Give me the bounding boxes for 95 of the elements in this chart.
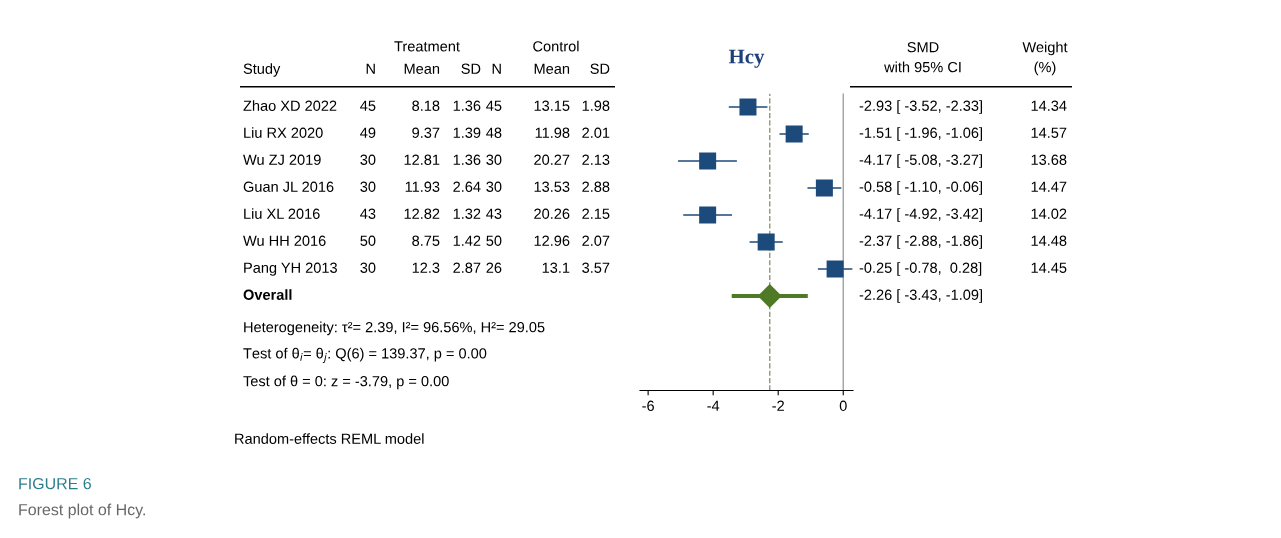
- text: 2.88: [582, 181, 610, 192]
- text: 1.32: [453, 208, 481, 219]
- text: 14.48: [1031, 235, 1067, 246]
- text: 43: [486, 208, 502, 219]
- text: Heterogeneity: τ²= 2.39, I²= 96.56%, H²= 29.05: [244, 321, 545, 336]
- text: -2.26 [ -3.43, -1.09]: [859, 289, 982, 303]
- category-label: SD: [590, 63, 610, 74]
- text: 14.47: [1031, 181, 1067, 192]
- text: 2.15: [582, 208, 610, 219]
- category-label: Overall: [243, 289, 292, 300]
- text: Test of θ = 0: z = -3.79, p = 0.00: [243, 375, 449, 390]
- text: Test of θ$_{i}$= θ$_{j}$: Q(6) = 139.37, p = 0.00: [243, 347, 487, 363]
- category-label: Zhao XD 2022: [243, 100, 337, 111]
- point: [699, 152, 717, 170]
- point: [757, 233, 775, 251]
- text: 3.57: [582, 262, 610, 273]
- category-label: Liu XL 2016: [244, 208, 320, 219]
- category-label: Liu RX 2020: [244, 127, 323, 138]
- text: -2.37 [ -2.88, -1.86]: [859, 235, 982, 249]
- text: 1.42: [453, 235, 481, 246]
- text: 14.02: [1031, 208, 1067, 219]
- text: -2.93 [ -3.52, -2.33]: [859, 100, 982, 114]
- text: 2.13: [582, 154, 610, 165]
- category-label: Weight (%): [1022, 41, 1068, 76]
- text: 30: [360, 262, 376, 273]
- text: 13.53: [534, 181, 570, 192]
- category-label: SMD with 95% CI: [884, 42, 961, 73]
- x-tick-label: -6: [642, 400, 654, 411]
- text: 50: [360, 235, 376, 246]
- category-label: Wu ZJ 2019: [243, 154, 321, 165]
- text: 30: [486, 154, 502, 165]
- point: [699, 206, 717, 224]
- point: [815, 179, 833, 197]
- text: -4.17 [ -5.08, -3.27]: [859, 154, 982, 168]
- text: -0.25 [ -0.78, 0.28]: [859, 262, 982, 276]
- category-label: Mean: [404, 63, 440, 74]
- category-label: N: [492, 63, 501, 74]
- text: 12.96: [534, 235, 570, 246]
- caption: FIGURE 6: [19, 477, 91, 490]
- text: Random-effects REML model: [235, 433, 424, 444]
- category-label: Mean: [534, 63, 570, 74]
- text: 48: [486, 127, 502, 138]
- text: 45: [486, 100, 502, 111]
- text: 26: [486, 262, 502, 273]
- text: 43: [360, 208, 376, 219]
- text: 13.1: [542, 262, 570, 273]
- text: -1.51 [ -1.96, -1.06]: [859, 127, 982, 141]
- x-tick-label: -2: [772, 400, 784, 411]
- text: 2.64: [453, 181, 481, 192]
- text: 13.68: [1031, 154, 1067, 165]
- text: Control: [533, 40, 579, 52]
- text: Forest plot of Hcy.: [19, 503, 145, 519]
- text: -4.17 [ -4.92, -3.42]: [859, 208, 982, 222]
- text: 1.36: [453, 154, 481, 165]
- text: 30: [486, 181, 502, 192]
- text: 12.3: [412, 262, 440, 273]
- text: Study: [243, 63, 281, 77]
- text: 11.93: [405, 181, 440, 192]
- text: 11.98: [535, 127, 570, 138]
- text: 49: [360, 127, 376, 138]
- point: [785, 125, 803, 143]
- text: 1.36: [453, 100, 481, 111]
- text: 13.15: [534, 100, 570, 111]
- text: 50: [486, 235, 502, 246]
- text: 1.98: [582, 100, 610, 111]
- category-label: Pang YH 2013: [244, 262, 337, 276]
- text: 12.81: [404, 154, 440, 165]
- text: 20.27: [534, 154, 570, 165]
- point: [757, 283, 782, 309]
- text: 30: [360, 181, 376, 192]
- text: Treatment: [394, 41, 460, 52]
- chart-title: Hcy: [728, 49, 765, 68]
- category-label: Wu HH 2016: [243, 235, 326, 246]
- text: 20.26: [534, 208, 570, 219]
- text: 2.87: [453, 262, 481, 273]
- text: 1.39: [453, 127, 481, 138]
- text: 30: [360, 154, 376, 165]
- point: [739, 98, 757, 116]
- text: -0.58 [ -1.10, -0.06]: [859, 181, 982, 195]
- text: 9.37: [412, 127, 440, 138]
- text: 45: [360, 100, 376, 111]
- point: [826, 260, 844, 278]
- category-label: Guan JL 2016: [243, 181, 334, 192]
- text: 14.45: [1031, 262, 1067, 273]
- text: 2.01: [582, 127, 610, 138]
- text: 12.82: [404, 208, 440, 219]
- category-label: SD: [461, 63, 481, 74]
- text: 2.07: [582, 235, 610, 246]
- x-tick-label: 0: [839, 400, 847, 411]
- text: 8.18: [412, 100, 440, 111]
- category-label: N: [366, 63, 375, 74]
- text: 14.34: [1031, 100, 1067, 111]
- text: 8.75: [412, 235, 440, 246]
- text: 14.57: [1031, 127, 1067, 138]
- x-tick-label: -4: [707, 400, 720, 411]
